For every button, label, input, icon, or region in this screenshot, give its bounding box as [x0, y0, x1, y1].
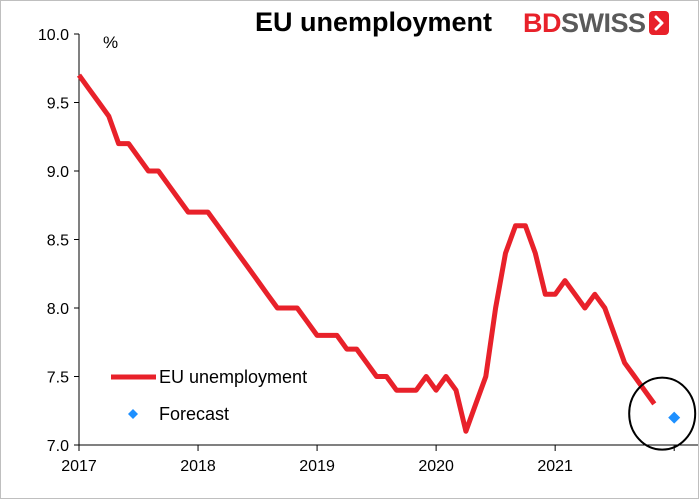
legend-label-forecast: Forecast: [159, 404, 229, 424]
legend: EU unemployment Forecast: [111, 367, 307, 424]
bdswiss-logo-icon: [648, 11, 669, 35]
series-line-eu-unemployment: [76, 73, 657, 434]
legend-label-eu-unemployment: EU unemployment: [159, 367, 307, 387]
tick-labels: 7.0 7.5 8.0 8.5 9.0 9.5 10.0 2017 2018 2019 2020 20…: [38, 27, 573, 475]
x-tick-label: 2017: [61, 458, 97, 475]
annotations-layer: [628, 376, 697, 451]
y-tick-label: 7.5: [47, 370, 69, 387]
x-tick-label: 2020: [418, 458, 454, 475]
unit-label: %: [103, 33, 118, 52]
y-tick-label: 10.0: [38, 27, 69, 44]
forecast-point: [668, 411, 681, 424]
y-tick-label: 8.5: [47, 233, 69, 250]
brand-logo: BD SWISS: [523, 8, 670, 38]
axes: [74, 33, 698, 451]
annotation-circle: [628, 376, 697, 451]
x-tick-label: 2019: [299, 458, 335, 475]
brand-name-red: BD: [523, 7, 562, 38]
y-tick-label: 9.5: [47, 96, 69, 113]
brand-name-grey: SWISS: [561, 7, 646, 38]
y-tick-label: 9.0: [47, 164, 69, 181]
x-tick-label: 2018: [180, 458, 216, 475]
x-tick-label: 2021: [537, 458, 573, 475]
chart-title: EU unemployment: [254, 7, 493, 37]
series-layer: [76, 73, 681, 434]
y-tick-label: 8.0: [47, 301, 69, 318]
legend-swatch-diamond: [128, 409, 138, 419]
y-tick-label: 7.0: [47, 438, 69, 455]
